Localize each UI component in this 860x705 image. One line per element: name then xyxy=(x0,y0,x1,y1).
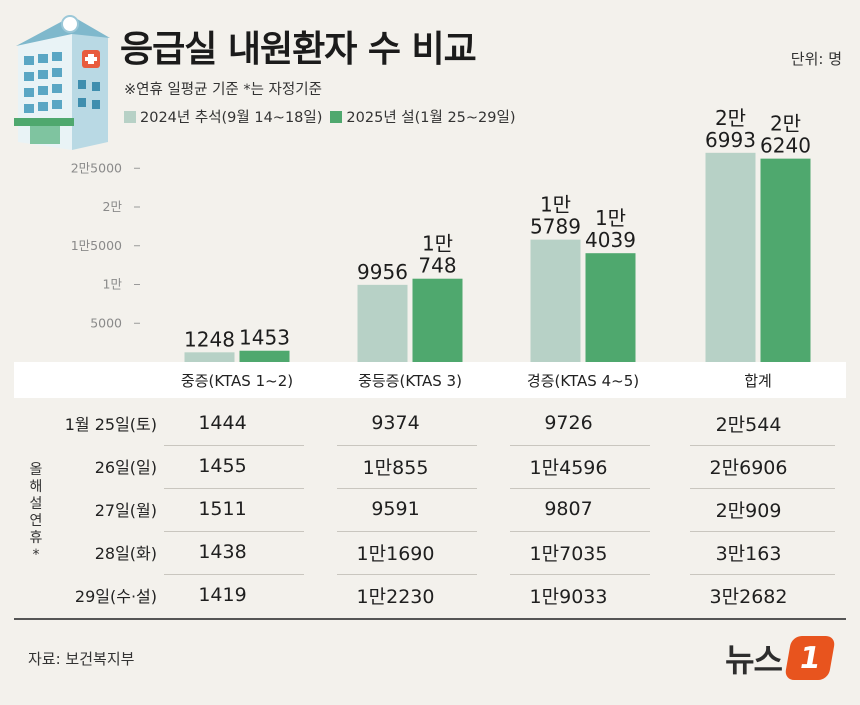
row-date: 1월 25일(토) xyxy=(64,415,157,434)
bar-1-3 xyxy=(760,158,811,362)
category-label: 중증(KTAS 1~2) xyxy=(181,372,293,390)
table-cell: 1만9033 xyxy=(529,585,608,608)
bar-0-2 xyxy=(530,239,581,362)
table-cell: 9591 xyxy=(371,498,420,520)
bar-1-0 xyxy=(239,350,290,362)
category-label: 중등증(KTAS 3) xyxy=(358,372,462,390)
bar-0-1 xyxy=(357,284,408,362)
row-date: 28일(화) xyxy=(94,544,157,563)
row-divider xyxy=(510,445,650,446)
row-divider xyxy=(510,531,650,532)
bar-1-2 xyxy=(585,253,636,362)
y-tick-label: 1만5000 xyxy=(71,238,122,253)
data-label: 1453 xyxy=(239,326,290,350)
data-label: 6240 xyxy=(760,134,811,158)
table-cell: 1만855 xyxy=(362,456,429,479)
row-divider xyxy=(164,445,304,446)
table-row: 26일(일) 1455 1만855 1만4596 2만6906 xyxy=(14,443,848,489)
hospital-icon xyxy=(10,10,115,154)
table-row: 1월 25일(토) 1444 9374 9726 2만544 xyxy=(14,400,848,446)
table-cell: 9807 xyxy=(544,498,593,520)
table-cell: 2만544 xyxy=(715,413,782,436)
table-cell: 3만2682 xyxy=(709,585,788,608)
data-label: 6993 xyxy=(705,128,756,152)
table-cell: 9374 xyxy=(371,412,420,434)
category-label: 경증(KTAS 4~5) xyxy=(527,372,639,390)
table-cell: 1만7035 xyxy=(529,542,608,565)
row-divider xyxy=(337,488,477,489)
logo-badge: 1 xyxy=(784,636,836,680)
y-tick-label: 5000 xyxy=(90,315,122,330)
row-divider xyxy=(337,445,477,446)
bar-0-3 xyxy=(705,152,756,362)
legend: 2024년 추석(9월 14~18일) 2025년 설(1월 25~29일) xyxy=(124,106,524,127)
table-vertical-label: 올해 설 연휴* xyxy=(29,462,43,563)
table-cell: 1511 xyxy=(198,498,247,520)
table-cell: 3만163 xyxy=(715,542,782,565)
table-cell: 2만909 xyxy=(715,499,782,522)
note-text: ※연휴 일평균 기준 *는 자정기준 xyxy=(124,82,322,98)
table-row: 27일(월) 1511 9591 9807 2만909 xyxy=(14,486,848,532)
legend-swatch-2024 xyxy=(124,110,136,123)
table-cell: 1419 xyxy=(198,584,247,606)
row-divider xyxy=(510,574,650,575)
y-tick-label: 1만 xyxy=(103,277,123,292)
row-date: 29일(수·설) xyxy=(74,587,157,606)
row-date: 26일(일) xyxy=(94,458,157,477)
row-divider xyxy=(164,574,304,575)
table-row: 29일(수·설) 1419 1만2230 1만9033 3만2682 xyxy=(14,572,848,618)
row-divider xyxy=(164,488,304,489)
legend-swatch-2025 xyxy=(330,110,343,123)
data-label: 1만 xyxy=(540,193,571,217)
data-label: 9956 xyxy=(357,260,408,284)
category-label: 합계 xyxy=(744,372,772,390)
table-row: 28일(화) 1438 1만1690 1만7035 3만163 xyxy=(14,529,848,575)
legend-label-2024: 2024년 추석(9월 14~18일) xyxy=(140,110,323,126)
source-text: 자료: 보건복지부 xyxy=(28,650,135,668)
row-date: 27일(월) xyxy=(94,501,157,520)
data-label: 748 xyxy=(418,254,456,278)
data-label: 5789 xyxy=(530,215,581,239)
table-cell: 1444 xyxy=(198,412,247,434)
bar-1-1 xyxy=(412,278,463,362)
row-divider xyxy=(337,531,477,532)
unit-label: 단위: 명 xyxy=(790,50,842,68)
bottom-divider xyxy=(14,618,846,620)
row-divider xyxy=(510,488,650,489)
table-cell: 2만6906 xyxy=(709,456,788,479)
news1-logo: 뉴스 1 xyxy=(725,635,836,681)
table-cell: 1만4596 xyxy=(529,456,608,479)
category-band xyxy=(14,362,846,398)
table-cell: 9726 xyxy=(544,412,593,434)
y-tick-label: 2만5000 xyxy=(71,160,122,175)
table-cell: 1455 xyxy=(198,455,247,477)
table-cell: 1만2230 xyxy=(356,585,435,608)
data-label: 1248 xyxy=(184,327,235,351)
row-divider xyxy=(337,574,477,575)
bar-0-0 xyxy=(184,352,235,362)
legend-item-2024: 2024년 추석(9월 14~18일) xyxy=(124,106,322,127)
logo-text: 뉴스 xyxy=(725,641,783,679)
row-divider xyxy=(690,531,835,532)
legend-label-2025: 2025년 설(1월 25~29일) xyxy=(346,110,516,126)
row-divider xyxy=(690,488,835,489)
data-label: 1만 xyxy=(595,206,626,230)
row-divider xyxy=(690,445,835,446)
legend-item-2025: 2025년 설(1월 25~29일) xyxy=(330,106,516,127)
data-label: 4039 xyxy=(585,228,636,252)
row-divider xyxy=(164,531,304,532)
row-divider xyxy=(690,574,835,575)
table-cell: 1438 xyxy=(198,541,247,563)
data-label: 2만 xyxy=(770,112,801,136)
page-title: 응급실 내원환자 수 비교 xyxy=(120,29,477,70)
table-cell: 1만1690 xyxy=(356,542,435,565)
data-label: 1만 xyxy=(422,232,453,256)
data-label: 2만 xyxy=(715,106,746,130)
y-tick-label: 2만 xyxy=(103,199,123,214)
bar-chart: 50001만1만50002만2만5000124899561만57892만6993… xyxy=(14,106,846,398)
